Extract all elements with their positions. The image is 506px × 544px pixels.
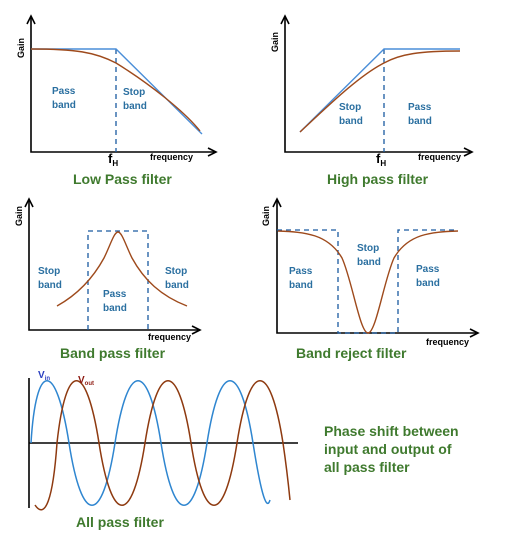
band-pass-pass-band: Pass band bbox=[103, 289, 127, 314]
low-pass-x-label: frequency bbox=[150, 152, 193, 162]
all-pass-panel: Vin Vout Phase shift between input and ou… bbox=[28, 370, 459, 530]
band-reject-y-label: Gain bbox=[261, 206, 271, 226]
band-pass-y-label: Gain bbox=[14, 206, 24, 226]
band-pass-window bbox=[87, 230, 149, 330]
band-reject-caption: Band reject filter bbox=[296, 345, 407, 361]
low-pass-x-arrow bbox=[207, 147, 218, 157]
band-pass-y-arrow bbox=[24, 197, 34, 208]
low-pass-cutoff-label: fH bbox=[108, 151, 118, 168]
band-pass-x-label: frequency bbox=[148, 332, 191, 342]
high-pass-axes bbox=[284, 17, 471, 153]
high-pass-pass-band: Pass band bbox=[408, 102, 432, 127]
band-reject-stop-band: Stop band bbox=[357, 243, 381, 268]
low-pass-y-arrow bbox=[26, 14, 36, 25]
vin-waveform bbox=[30, 380, 271, 506]
high-pass-real-response bbox=[299, 50, 461, 133]
all-pass-caption: All pass filter bbox=[76, 514, 164, 530]
high-pass-stop-band: Stop band bbox=[339, 102, 363, 127]
band-pass-response bbox=[56, 231, 188, 307]
band-pass-x-arrow bbox=[191, 325, 202, 335]
high-pass-y-arrow bbox=[280, 14, 290, 25]
high-pass-x-arrow bbox=[463, 147, 474, 157]
band-reject-response bbox=[277, 230, 459, 334]
vout-label: Vout bbox=[78, 375, 94, 387]
band-pass-stop-band-right: Stop band bbox=[165, 266, 189, 291]
high-pass-panel: Gain frequency fH Stop band Pass band High… bbox=[270, 14, 474, 187]
low-pass-axes bbox=[30, 17, 215, 153]
band-reject-x-label: frequency bbox=[426, 337, 469, 347]
vout-waveform bbox=[34, 380, 291, 511]
band-reject-x-arrow bbox=[469, 328, 480, 338]
high-pass-y-label: Gain bbox=[270, 32, 280, 52]
all-pass-description: Phase shift between input and output of al… bbox=[324, 423, 459, 475]
high-pass-x-label: frequency bbox=[418, 152, 461, 162]
high-pass-cutoff-label: fH bbox=[376, 151, 386, 168]
low-pass-caption: Low Pass filter bbox=[73, 171, 172, 187]
band-pass-stop-band-left: Stop band bbox=[38, 266, 62, 291]
low-pass-stop-band: Stop band bbox=[123, 87, 147, 112]
band-reject-axes bbox=[276, 200, 478, 334]
low-pass-real-response bbox=[30, 48, 201, 132]
band-pass-caption: Band pass filter bbox=[60, 345, 166, 361]
high-pass-ideal-response bbox=[299, 48, 460, 133]
vin-label: Vin bbox=[38, 370, 50, 382]
low-pass-y-label: Gain bbox=[16, 38, 26, 58]
high-pass-caption: High pass filter bbox=[327, 171, 429, 187]
band-pass-axes bbox=[28, 200, 200, 331]
band-reject-y-arrow bbox=[272, 197, 282, 208]
low-pass-pass-band: Pass band bbox=[52, 86, 76, 111]
low-pass-panel: Gain frequency fH Pass band Stop band Low … bbox=[16, 14, 218, 187]
band-reject-panel: Gain frequency Pass band Stop band Pass ban… bbox=[261, 197, 480, 361]
band-reject-pass-band-left: Pass band bbox=[289, 266, 313, 291]
band-pass-panel: Gain frequency Stop band Pass band Stop ban… bbox=[14, 197, 202, 361]
band-reject-pass-band-right: Pass band bbox=[416, 264, 440, 289]
